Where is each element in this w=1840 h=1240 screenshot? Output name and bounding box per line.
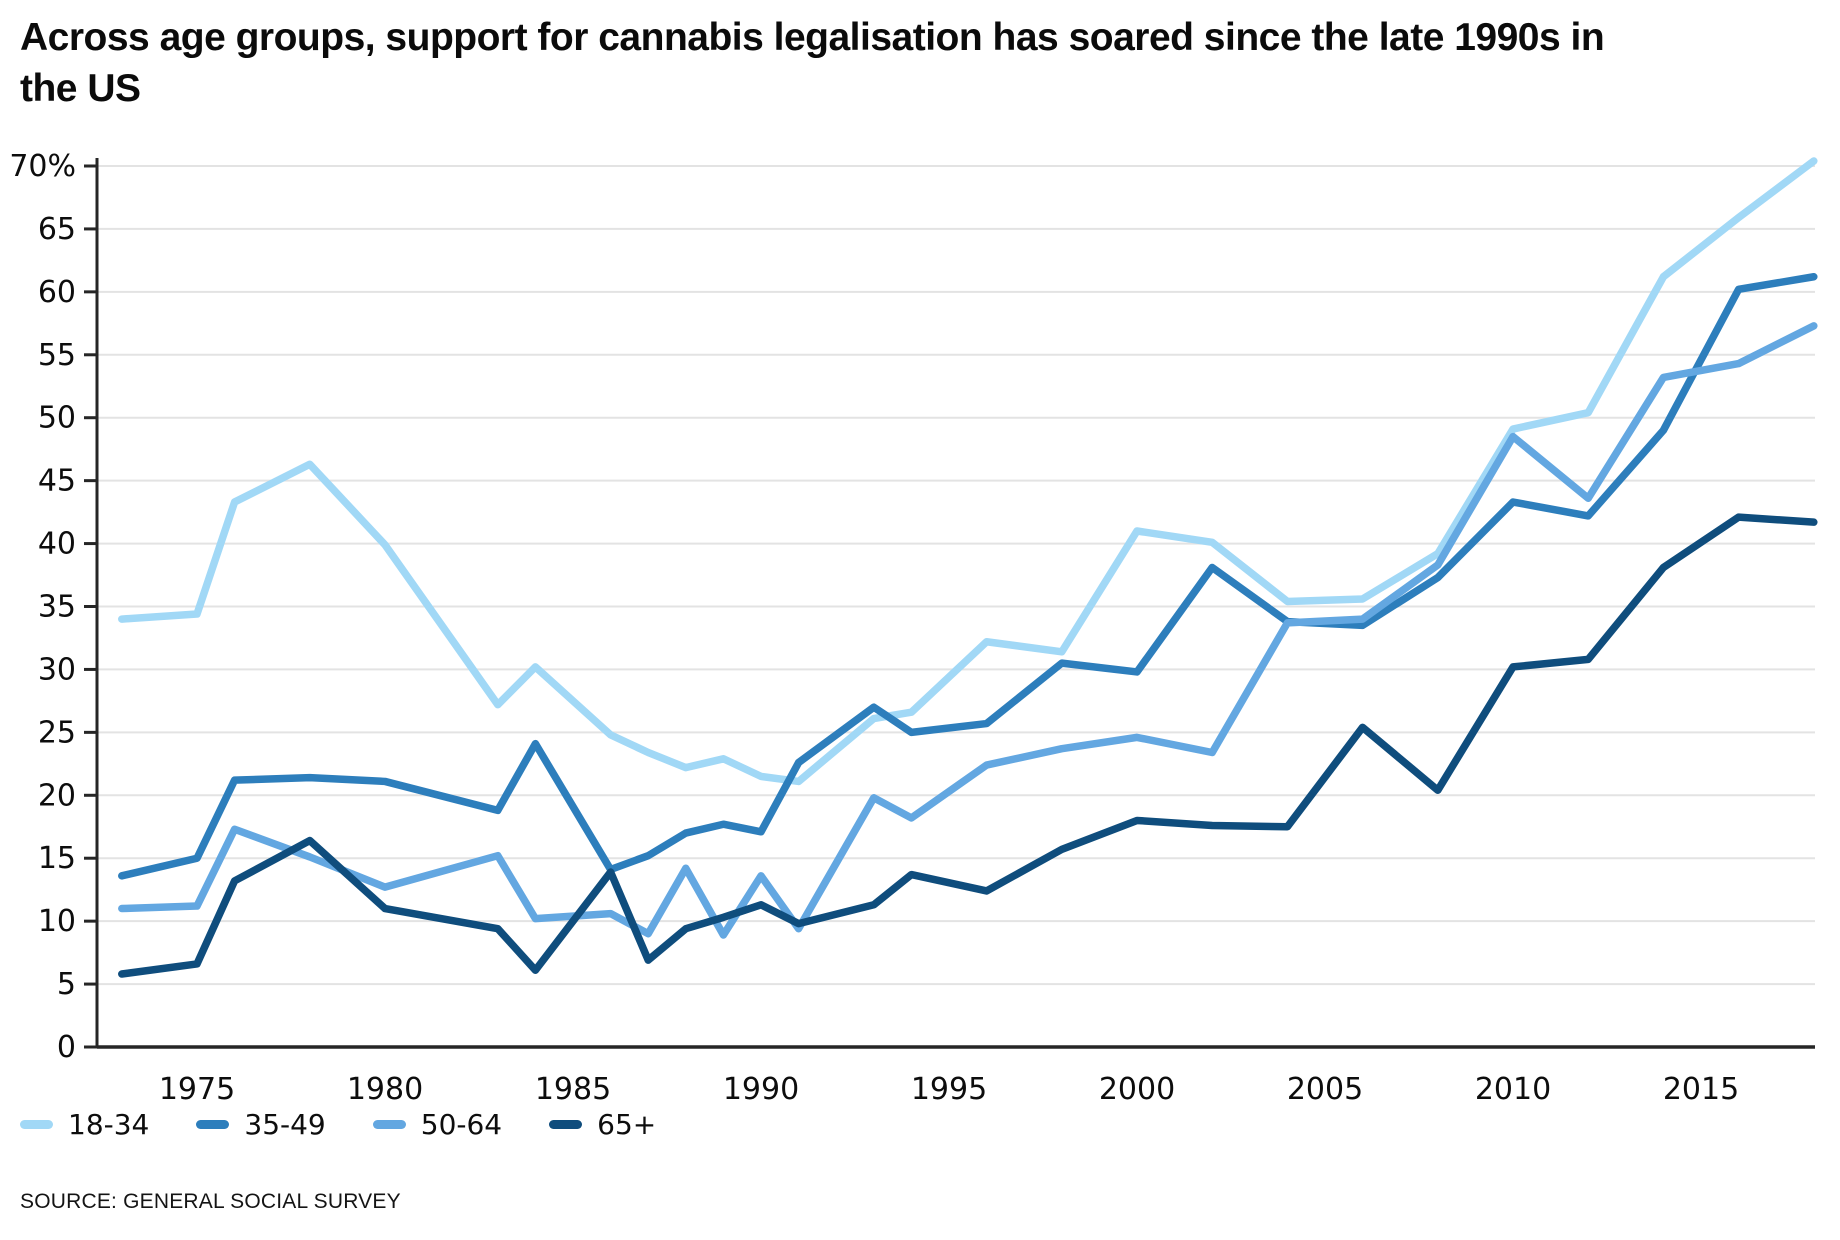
y-tick-label: 65 bbox=[38, 212, 76, 247]
legend-label-50-64: 50-64 bbox=[420, 1108, 503, 1141]
y-tick-label: 40 bbox=[38, 527, 76, 562]
x-tick-label: 1985 bbox=[535, 1072, 611, 1107]
y-tick-label: 20 bbox=[38, 778, 76, 813]
series-line-65+ bbox=[118, 513, 1818, 978]
x-tick-label: 1990 bbox=[723, 1072, 799, 1107]
y-tick-label: 70% bbox=[9, 149, 76, 184]
chart-title: Across age groups, support for cannabis … bbox=[20, 16, 1605, 111]
y-tick-label: 25 bbox=[38, 715, 76, 750]
y-tick-label: 35 bbox=[38, 590, 76, 625]
y-tick-label: 0 bbox=[57, 1030, 76, 1065]
source-note: SOURCE: GENERAL SOCIAL SURVEY bbox=[20, 1190, 401, 1213]
legend-swatch-18-34-icon bbox=[20, 1120, 53, 1129]
legend-swatch-65-plus-icon bbox=[549, 1120, 583, 1129]
y-tick-label: 60 bbox=[38, 275, 76, 310]
y-tick-label: 50 bbox=[38, 401, 76, 436]
y-tick-label: 55 bbox=[38, 338, 76, 373]
y-tick-label: 30 bbox=[38, 652, 76, 687]
legend-swatch-50-64-icon bbox=[372, 1120, 406, 1129]
x-tick-label: 1980 bbox=[347, 1072, 423, 1107]
y-tick-label: 5 bbox=[57, 967, 76, 1002]
legend-item-35-49: 35-49 bbox=[196, 1108, 326, 1141]
x-tick-label: 1975 bbox=[159, 1072, 235, 1107]
series-line-50-64 bbox=[118, 322, 1818, 939]
chart-legend: 18-34 35-49 50-64 65+ bbox=[20, 1108, 656, 1141]
series-line-35-49 bbox=[118, 273, 1818, 880]
legend-item-18-34: 18-34 bbox=[20, 1108, 149, 1141]
legend-label-35-49: 35-49 bbox=[244, 1108, 326, 1141]
x-tick-label: 2015 bbox=[1663, 1072, 1739, 1107]
legend-item-65-plus: 65+ bbox=[549, 1108, 656, 1141]
y-tick-label: 15 bbox=[38, 841, 76, 876]
x-tick-label: 2005 bbox=[1287, 1072, 1363, 1107]
x-tick-label: 2000 bbox=[1099, 1072, 1175, 1107]
legend-label-18-34: 18-34 bbox=[68, 1108, 150, 1141]
legend-label-65-plus: 65+ bbox=[597, 1108, 657, 1141]
y-tick-label: 10 bbox=[38, 904, 76, 939]
series-line-18-34 bbox=[118, 157, 1818, 786]
legend-item-50-64: 50-64 bbox=[372, 1108, 503, 1141]
x-tick-label: 2010 bbox=[1475, 1072, 1551, 1107]
x-tick-label: 1995 bbox=[911, 1072, 987, 1107]
legend-swatch-35-49-icon bbox=[196, 1120, 230, 1129]
y-tick-label: 45 bbox=[38, 464, 76, 499]
